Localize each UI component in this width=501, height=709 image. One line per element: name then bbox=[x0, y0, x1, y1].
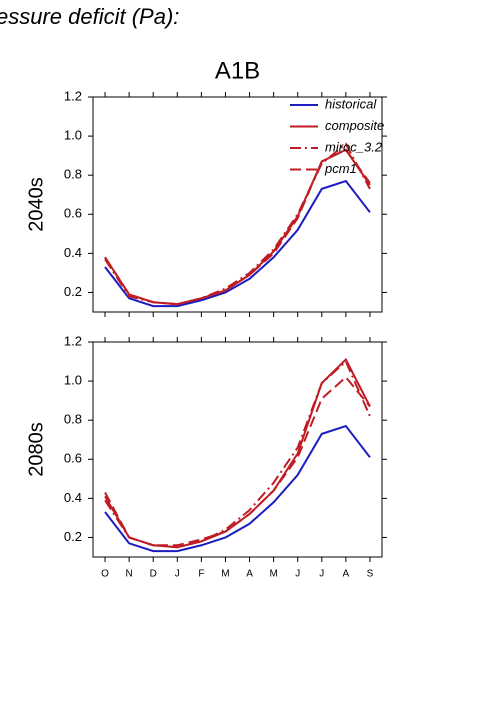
y-tick-label: 0.4 bbox=[64, 245, 82, 260]
series-line bbox=[104, 375, 371, 547]
y-axis-label: 2080s bbox=[25, 422, 47, 477]
plot-frame bbox=[92, 341, 383, 558]
x-tick-label: M bbox=[221, 569, 229, 580]
x-tick-label: M bbox=[269, 569, 277, 580]
x-tick-label: N bbox=[126, 569, 133, 580]
x-tick-label: S bbox=[367, 569, 374, 580]
x-tick-label: J bbox=[175, 569, 180, 580]
page-title: essure deficit (Pa): bbox=[0, 4, 179, 29]
legend-label: miroc_3.2 bbox=[325, 139, 383, 154]
panel-title: A1B bbox=[215, 57, 260, 84]
x-tick-label: J bbox=[319, 569, 324, 580]
y-tick-label: 0.2 bbox=[64, 284, 82, 299]
x-tick-label: J bbox=[295, 569, 300, 580]
y-tick-label: 0.8 bbox=[64, 412, 82, 427]
y-tick-label: 1.0 bbox=[64, 128, 82, 143]
x-tick-label: O bbox=[101, 569, 109, 580]
series-line bbox=[104, 424, 371, 553]
x-tick-label: A bbox=[246, 569, 253, 580]
y-tick-label: 0.8 bbox=[64, 167, 82, 182]
series-line bbox=[104, 179, 371, 308]
y-tick-label: 0.2 bbox=[64, 529, 82, 544]
legend-label: composite bbox=[325, 118, 384, 133]
y-axis-label: 2040s bbox=[25, 177, 47, 232]
y-tick-label: 1.2 bbox=[64, 88, 82, 103]
series-line bbox=[104, 148, 371, 306]
y-tick-label: 0.4 bbox=[64, 490, 82, 505]
series-line bbox=[104, 357, 371, 549]
x-tick-label: A bbox=[343, 569, 350, 580]
plot-frame bbox=[92, 96, 383, 313]
legend-label: pcm1 bbox=[324, 161, 357, 176]
y-tick-label: 1.0 bbox=[64, 373, 82, 388]
y-tick-label: 0.6 bbox=[64, 206, 82, 221]
y-tick-label: 0.6 bbox=[64, 451, 82, 466]
y-tick-label: 1.2 bbox=[64, 333, 82, 348]
series-line bbox=[104, 359, 371, 549]
legend-label: historical bbox=[325, 96, 377, 111]
x-tick-label: D bbox=[150, 569, 157, 580]
x-tick-label: F bbox=[198, 569, 204, 580]
